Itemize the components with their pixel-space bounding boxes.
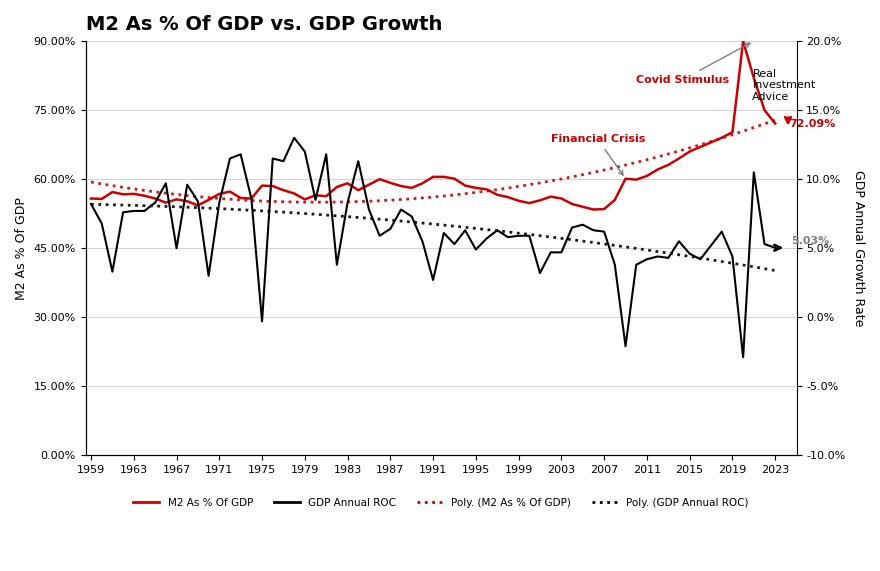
Y-axis label: M2 As % Of GDP: M2 As % Of GDP [15, 197, 28, 300]
Text: 72.09%: 72.09% [789, 119, 835, 128]
Text: Covid Stimulus: Covid Stimulus [636, 43, 750, 85]
Text: Financial Crisis: Financial Crisis [551, 134, 645, 175]
Text: 5.03%: 5.03% [791, 236, 830, 246]
Text: Real
Investment
Advice: Real Investment Advice [752, 69, 816, 102]
Text: M2 As % Of GDP vs. GDP Growth: M2 As % Of GDP vs. GDP Growth [85, 15, 442, 34]
Legend: M2 As % Of GDP, GDP Annual ROC, Poly. (M2 As % Of GDP), Poly. (GDP Annual ROC): M2 As % Of GDP, GDP Annual ROC, Poly. (M… [129, 494, 753, 512]
Y-axis label: GDP Annual Growth Rate: GDP Annual Growth Rate [852, 170, 865, 327]
